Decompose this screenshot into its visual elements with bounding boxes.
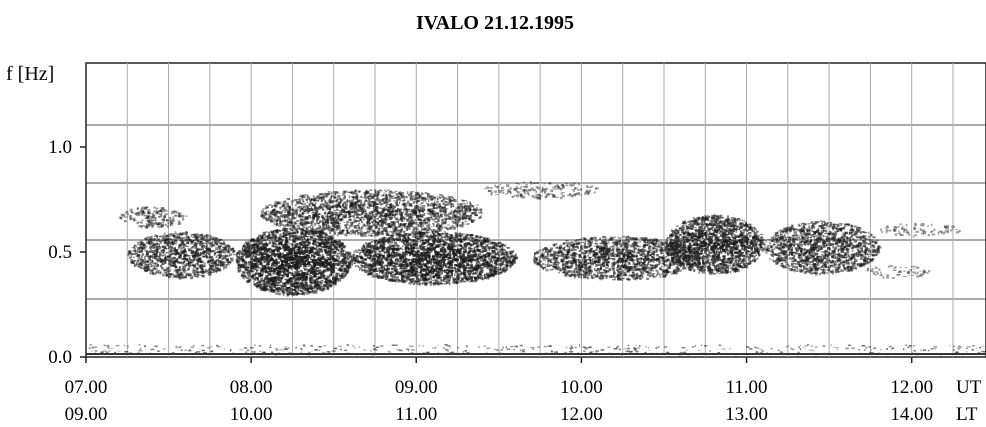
lt-tick-label: 14.00 xyxy=(890,404,933,425)
ut-axis-label: UT xyxy=(956,377,982,398)
activity-band xyxy=(763,220,882,276)
lt-tick-label: 12.00 xyxy=(560,404,603,425)
y-tick-label: 0.0 xyxy=(48,347,72,368)
ut-tick-label: 12.00 xyxy=(890,377,933,398)
lt-tick-label: 13.00 xyxy=(725,404,768,425)
plot-area xyxy=(85,62,986,358)
baseline-noise xyxy=(86,344,986,356)
activity-band xyxy=(235,227,354,297)
x-axis-ticks: 07.00 08.00 09.00 10.00 11.00 12.00 09.00 10.00… xyxy=(65,357,933,425)
activity-band xyxy=(664,214,765,275)
ut-tick-label: 11.00 xyxy=(726,377,768,398)
y-tick-label: 1.0 xyxy=(48,137,72,158)
lt-tick-label: 09.00 xyxy=(65,404,108,425)
ut-tick-label: 08.00 xyxy=(230,377,273,398)
activity-band xyxy=(350,231,519,287)
ut-tick-label: 10.00 xyxy=(560,377,603,398)
lt-axis-label: LT xyxy=(956,404,978,425)
activity-band xyxy=(127,231,236,280)
activity-band xyxy=(119,206,188,229)
y-axis-ticks: 0.0 0.5 1.0 xyxy=(48,137,86,368)
y-tick-label: 0.5 xyxy=(48,242,72,263)
activity-band xyxy=(866,264,931,279)
chart-title: IVALO 21.12.1995 xyxy=(416,12,574,34)
activity-band xyxy=(484,181,599,200)
ut-tick-label: 07.00 xyxy=(65,377,108,398)
plot-frame xyxy=(85,62,986,358)
activity-band xyxy=(880,222,961,238)
lt-tick-label: 10.00 xyxy=(230,404,273,425)
lt-tick-label: 11.00 xyxy=(395,404,437,425)
ut-tick-label: 09.00 xyxy=(395,377,438,398)
activity-band xyxy=(260,189,483,238)
y-axis-label: f [Hz] xyxy=(6,63,54,85)
